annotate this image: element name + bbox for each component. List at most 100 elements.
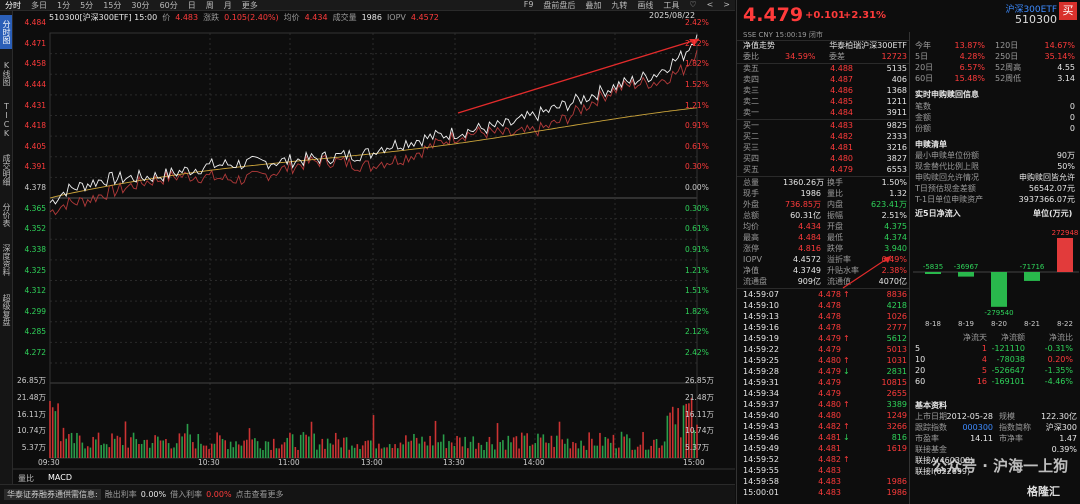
- tab-liangbi[interactable]: 量比: [18, 474, 34, 483]
- nav-trend-link[interactable]: 净值走势: [743, 41, 775, 50]
- tick-price: 4.483: [818, 488, 841, 497]
- tab-month[interactable]: 月: [223, 0, 232, 10]
- sidebar-item-fenshi[interactable]: 分时图: [0, 15, 12, 49]
- borrow-rate-value: 0.00%: [206, 490, 232, 499]
- tab-30min[interactable]: 30分: [131, 0, 150, 10]
- tick-time: 15:00:01: [743, 488, 779, 497]
- weibi-value: 34.59%: [785, 52, 816, 61]
- ask-level-label: 卖三: [743, 86, 759, 95]
- tab-more[interactable]: 更多: [241, 0, 258, 10]
- tick-volume: 4218: [886, 301, 907, 310]
- tick-volume: 2777: [886, 323, 907, 332]
- chart-grid: [13, 32, 735, 470]
- linked-fund[interactable]: 联接A(460300): [915, 456, 974, 465]
- price-tick: 4.484: [24, 18, 46, 27]
- volume-value: 1986: [361, 13, 382, 22]
- stat-value: 4.434: [798, 222, 821, 231]
- stat-value: 4.374: [884, 233, 907, 242]
- favorite-icon[interactable]: ♡: [689, 0, 697, 9]
- bid-price: 4.481: [830, 143, 853, 152]
- time-tick: 09:30: [38, 458, 60, 467]
- basic-value: 0.39%: [1051, 445, 1077, 454]
- stat-value: 4.3749: [793, 266, 821, 275]
- redeem-label: 笔数: [915, 102, 931, 111]
- sidebar-item-detail[interactable]: 成交明细: [2, 154, 11, 186]
- tick-volume: 1986: [886, 477, 907, 486]
- f9-button[interactable]: F9: [523, 0, 534, 9]
- ask-price: 4.484: [830, 108, 853, 117]
- tab-multiday[interactable]: 多日: [31, 0, 47, 10]
- ask-level-label: 卖四: [743, 75, 759, 84]
- ask-price: 4.488: [830, 64, 853, 73]
- sidebar-item-price-table[interactable]: 分价表: [2, 203, 11, 227]
- tick-price: 4.479: [818, 378, 841, 387]
- flow-date-label: 8-22: [1057, 320, 1073, 328]
- exchange-info: SSE CNY 15:00:19 闭市: [743, 30, 823, 40]
- chart-lines: [49, 34, 698, 216]
- redeem-label: 份额: [915, 124, 931, 133]
- tab-1min[interactable]: 1分: [57, 0, 71, 10]
- flow-date-label: 8-19: [958, 320, 974, 328]
- tick-time: 14:59:10: [743, 301, 779, 310]
- sidebar-item-depth[interactable]: 深度资料: [2, 244, 11, 276]
- ask-price: 4.486: [830, 86, 853, 95]
- trend-arrow-head: [689, 39, 699, 46]
- stat-value: 60.31亿: [790, 211, 821, 220]
- stat-label: 均价: [743, 222, 759, 231]
- tick-price: 4.479: [818, 345, 841, 354]
- flow-days: 4: [981, 355, 987, 364]
- overlay-button[interactable]: 叠加: [585, 0, 602, 10]
- tab-15min[interactable]: 15分: [103, 0, 122, 10]
- flow-ratio: -1.35%: [1044, 366, 1073, 375]
- draw-button[interactable]: 画线: [637, 0, 654, 10]
- tab-macd[interactable]: MACD: [48, 473, 72, 482]
- prev-arrow-icon[interactable]: <: [706, 0, 714, 9]
- time-tick: 11:00: [278, 458, 300, 467]
- tick-volume: 8836: [886, 290, 907, 299]
- stat-value: 3.940: [884, 244, 907, 253]
- jiuzhuan-button[interactable]: 九转: [611, 0, 628, 10]
- stat-label: 量比: [827, 189, 843, 198]
- shengshu-title: 申赎清单: [915, 140, 947, 149]
- view-more-link[interactable]: 点击查看更多: [235, 490, 284, 499]
- redeem-title: 实时申购赎回信息: [915, 90, 979, 99]
- tab-5min[interactable]: 5分: [80, 0, 94, 10]
- tools-button[interactable]: 工具: [663, 0, 680, 10]
- shengshu-value: 3937366.07元: [1018, 195, 1075, 204]
- percent-axis-right: 2.42% 2.12% 1.82% 1.52% 1.21% 0.91% 0.61% 0.30%…: [673, 0, 733, 470]
- stats-arrow-head: [883, 256, 891, 263]
- tick-volume: 1986: [886, 488, 907, 497]
- tick-price: 4.478: [818, 301, 841, 310]
- prepost-button[interactable]: 盘前盘后: [543, 0, 576, 10]
- tick-direction: ↓: [843, 367, 850, 376]
- percent-tick: 2.42%: [685, 18, 709, 27]
- tick-time: 14:59:43: [743, 422, 779, 431]
- tab-60min[interactable]: 60分: [159, 0, 178, 10]
- price-tick: 4.285: [24, 327, 46, 337]
- tab-week[interactable]: 周: [205, 0, 214, 10]
- tab-fenshi[interactable]: 分时: [5, 0, 21, 10]
- tick-time: 14:59:46: [743, 433, 779, 442]
- sidebar-item-kline[interactable]: K线图: [2, 60, 11, 86]
- tab-day[interactable]: 日: [187, 0, 196, 10]
- tick-price: 4.478: [818, 323, 841, 332]
- intraday-chart[interactable]: [13, 11, 735, 484]
- basic-value: 1.47: [1059, 434, 1077, 443]
- bid-volume: 6553: [886, 165, 907, 174]
- redeem-value: 0: [1069, 113, 1075, 122]
- buy-button[interactable]: 买: [1059, 2, 1077, 20]
- watermark-text: 公众号 · 沪海一上狗: [932, 457, 1069, 475]
- stat-value: 1.50%: [881, 178, 907, 187]
- basic-label: 联接基金: [915, 445, 947, 454]
- volume-tick: 16.11万: [17, 409, 46, 419]
- linked-fund[interactable]: 联接I(022699): [915, 467, 971, 476]
- flow-amount: -121110: [991, 344, 1025, 353]
- period-label: 120日: [995, 41, 1019, 50]
- shengshu-value: 申购赎回皆允许: [1019, 173, 1075, 182]
- percent-tick: 2.12%: [685, 327, 709, 337]
- sidebar-item-tick[interactable]: TICK: [2, 102, 11, 138]
- tick-direction: ↑: [843, 422, 850, 431]
- percent-tick: 0.91%: [685, 244, 709, 254]
- next-arrow-icon[interactable]: >: [723, 0, 730, 9]
- sidebar-item-replay[interactable]: 超级复盘: [2, 294, 11, 326]
